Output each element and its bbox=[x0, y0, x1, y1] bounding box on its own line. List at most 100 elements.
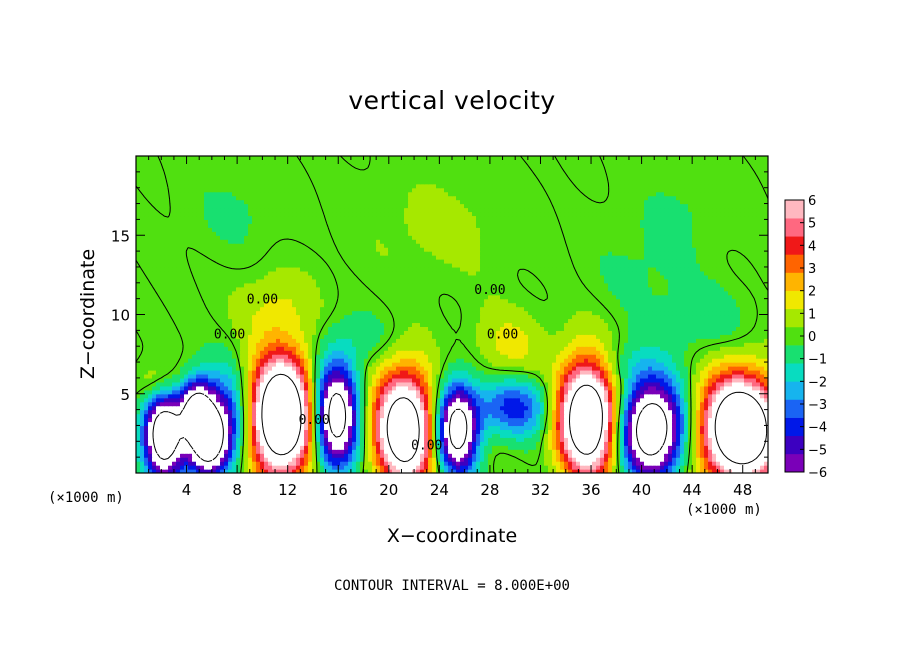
heatmap-cell bbox=[716, 425, 721, 431]
heatmap-cell bbox=[488, 433, 493, 438]
heatmap-cell bbox=[188, 354, 193, 359]
heatmap-cell bbox=[440, 449, 445, 454]
heatmap-cell bbox=[604, 445, 609, 450]
heatmap-cell bbox=[200, 369, 205, 375]
heatmap-cell bbox=[708, 401, 713, 407]
heatmap-cell bbox=[144, 366, 149, 371]
heatmap-cell bbox=[292, 366, 297, 371]
heatmap-cell bbox=[752, 417, 757, 423]
heatmap-cell bbox=[428, 433, 433, 438]
heatmap-cell bbox=[652, 350, 657, 355]
heatmap-cell bbox=[556, 433, 561, 438]
heatmap-cell bbox=[456, 354, 461, 359]
heatmap-cell bbox=[416, 362, 421, 367]
heatmap-cell bbox=[720, 381, 725, 387]
heatmap-cell bbox=[700, 389, 705, 395]
heatmap-cell bbox=[404, 373, 409, 379]
heatmap-cell bbox=[676, 366, 681, 371]
heatmap-cell bbox=[344, 389, 349, 395]
heatmap-cell bbox=[340, 358, 345, 363]
heatmap-cell bbox=[532, 381, 537, 387]
heatmap-cell bbox=[712, 441, 717, 446]
heatmap-cell bbox=[724, 366, 729, 371]
heatmap-cell bbox=[332, 469, 337, 473]
heatmap-cell bbox=[228, 425, 233, 431]
heatmap-cell bbox=[412, 437, 417, 442]
heatmap-cell bbox=[728, 397, 733, 403]
heatmap-cell bbox=[556, 457, 561, 462]
heatmap-cell bbox=[172, 377, 177, 383]
heatmap-cell bbox=[608, 421, 613, 427]
heatmap-cell bbox=[512, 377, 517, 383]
heatmap-cell bbox=[344, 445, 349, 450]
heatmap-cell bbox=[712, 413, 717, 419]
heatmap-cell bbox=[428, 413, 433, 419]
heatmap-cell bbox=[212, 405, 217, 411]
heatmap-cell bbox=[728, 358, 733, 363]
heatmap-cell bbox=[760, 405, 765, 411]
heatmap-cell bbox=[332, 409, 337, 415]
heatmap-cell bbox=[528, 393, 533, 399]
heatmap-cell bbox=[644, 413, 649, 419]
heatmap-cell bbox=[376, 441, 381, 446]
heatmap-cell bbox=[632, 381, 637, 387]
heatmap-cell bbox=[580, 433, 585, 438]
heatmap-cell bbox=[636, 405, 641, 411]
heatmap-cell bbox=[244, 409, 249, 415]
heatmap-cell bbox=[544, 461, 549, 466]
heatmap-cell bbox=[332, 362, 337, 367]
heatmap-cell bbox=[312, 465, 317, 470]
heatmap-cell bbox=[444, 350, 449, 355]
heatmap-cell bbox=[624, 437, 629, 442]
heatmap-cell bbox=[696, 354, 701, 359]
heatmap-cell bbox=[408, 465, 413, 470]
heatmap-cell bbox=[644, 409, 649, 415]
heatmap-cell bbox=[364, 369, 369, 375]
heatmap-cell bbox=[200, 445, 205, 450]
heatmap-cell bbox=[660, 366, 665, 371]
heatmap-cell bbox=[492, 354, 497, 359]
heatmap-cell bbox=[612, 366, 617, 371]
heatmap-cell bbox=[164, 358, 169, 363]
heatmap-cell bbox=[628, 437, 633, 442]
heatmap-cell bbox=[160, 413, 165, 419]
heatmap-cell bbox=[604, 381, 609, 387]
heatmap-cell bbox=[716, 393, 721, 399]
heatmap-cell bbox=[224, 433, 229, 438]
heatmap-cell bbox=[316, 381, 321, 387]
heatmap-cell bbox=[196, 366, 201, 371]
heatmap-cell bbox=[716, 421, 721, 427]
heatmap-cell bbox=[584, 449, 589, 454]
heatmap-cell bbox=[308, 465, 313, 470]
heatmap-cell bbox=[508, 437, 513, 442]
heatmap-cell bbox=[260, 437, 265, 442]
heatmap-cell bbox=[176, 433, 181, 438]
heatmap-cell bbox=[664, 405, 669, 411]
heatmap-cell bbox=[404, 413, 409, 419]
heatmap-cell bbox=[456, 377, 461, 383]
heatmap-cell bbox=[256, 358, 261, 363]
heatmap-cell bbox=[348, 433, 353, 438]
heatmap-cell bbox=[744, 417, 749, 423]
heatmap-cell bbox=[268, 346, 273, 351]
heatmap-cell bbox=[532, 453, 537, 458]
heatmap-cell bbox=[324, 449, 329, 454]
heatmap-cell bbox=[348, 437, 353, 442]
heatmap-cell bbox=[568, 453, 573, 458]
heatmap-cell bbox=[424, 362, 429, 367]
heatmap-cell bbox=[348, 465, 353, 470]
heatmap-cell bbox=[660, 449, 665, 454]
heatmap-cell bbox=[696, 381, 701, 387]
heatmap-cell bbox=[740, 354, 745, 359]
heatmap-cell bbox=[652, 453, 657, 458]
heatmap-cell bbox=[596, 401, 601, 407]
heatmap-cell bbox=[476, 461, 481, 466]
heatmap-cell bbox=[304, 405, 309, 411]
heatmap-cell bbox=[604, 469, 609, 473]
heatmap-cell bbox=[540, 457, 545, 462]
heatmap-cell bbox=[700, 369, 705, 375]
heatmap-cell bbox=[172, 453, 177, 458]
heatmap-cell bbox=[516, 437, 521, 442]
heatmap-cell bbox=[752, 405, 757, 411]
heatmap-cell bbox=[596, 377, 601, 383]
